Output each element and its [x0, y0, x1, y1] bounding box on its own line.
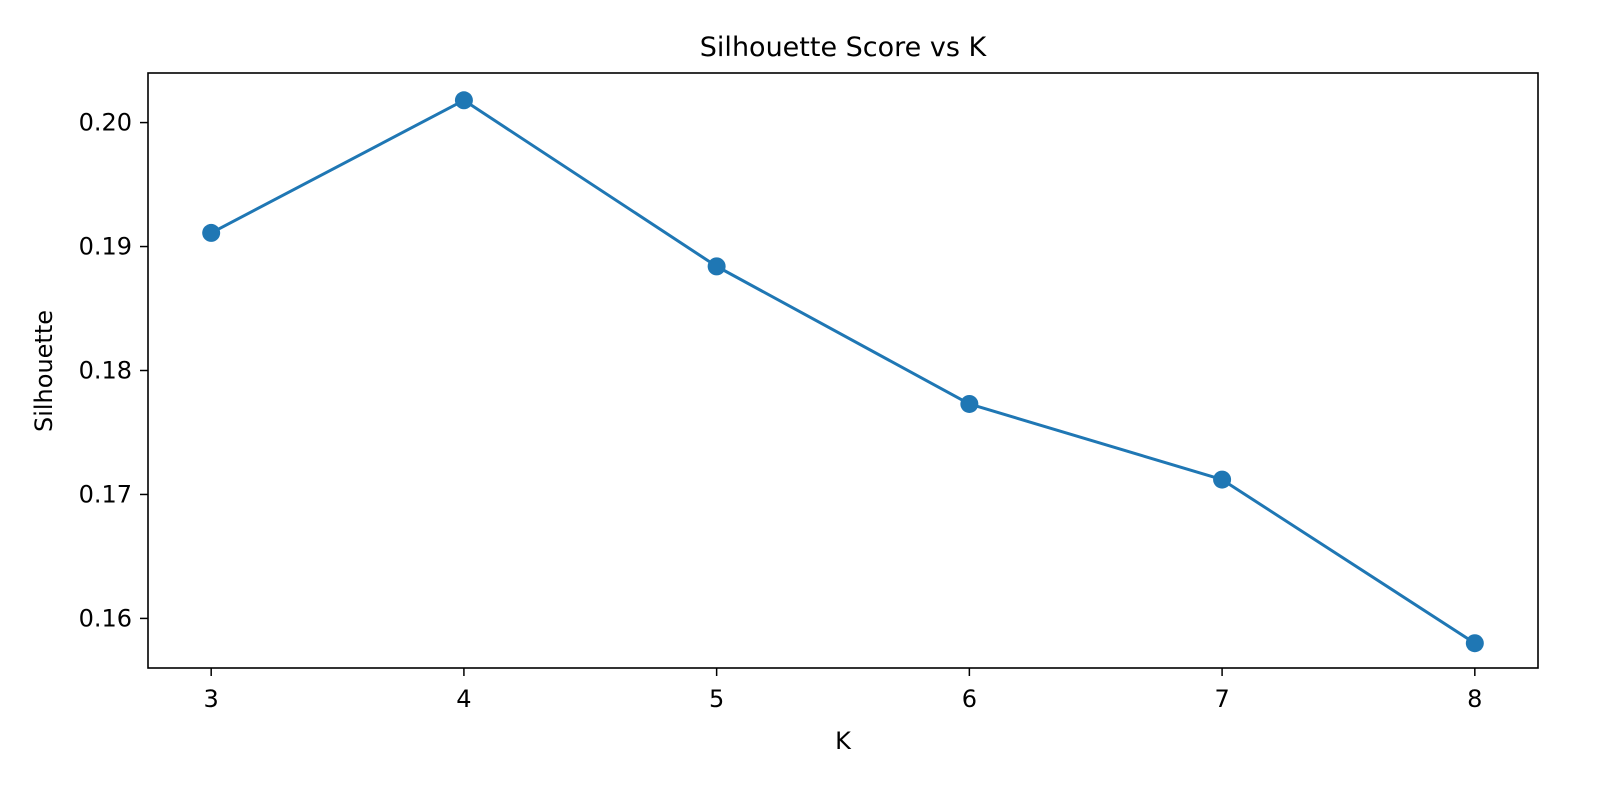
data-point — [1465, 634, 1484, 653]
x-tick-label: 5 — [709, 685, 724, 713]
x-tick-label: 7 — [1214, 685, 1229, 713]
series-line — [210, 98, 1476, 645]
data-point — [960, 394, 979, 413]
y-tick-label: 0.20 — [79, 109, 132, 137]
y-tick-label: 0.18 — [79, 357, 132, 385]
data-point — [454, 91, 473, 110]
data-point — [202, 223, 221, 242]
data-point — [707, 257, 726, 276]
x-tick-label: 8 — [1467, 685, 1482, 713]
y-tick-label: 0.19 — [79, 233, 132, 261]
plot-frame — [147, 72, 1539, 669]
y-tick-label: 0.16 — [79, 604, 132, 632]
y-tick-label: 0.17 — [79, 480, 132, 508]
x-tick-label: 4 — [456, 685, 471, 713]
x-tick-label: 6 — [962, 685, 977, 713]
x-tick-label: 3 — [204, 685, 219, 713]
data-point — [1213, 470, 1232, 489]
plot-area: 3 4 5 6 7 8 0.16 0.17 0.18 0.19 0.20 — [79, 72, 1539, 713]
x-axis-label: K — [835, 727, 852, 755]
chart-title: Silhouette Score vs K — [700, 32, 988, 63]
y-axis-label: Silhouette — [30, 310, 58, 432]
